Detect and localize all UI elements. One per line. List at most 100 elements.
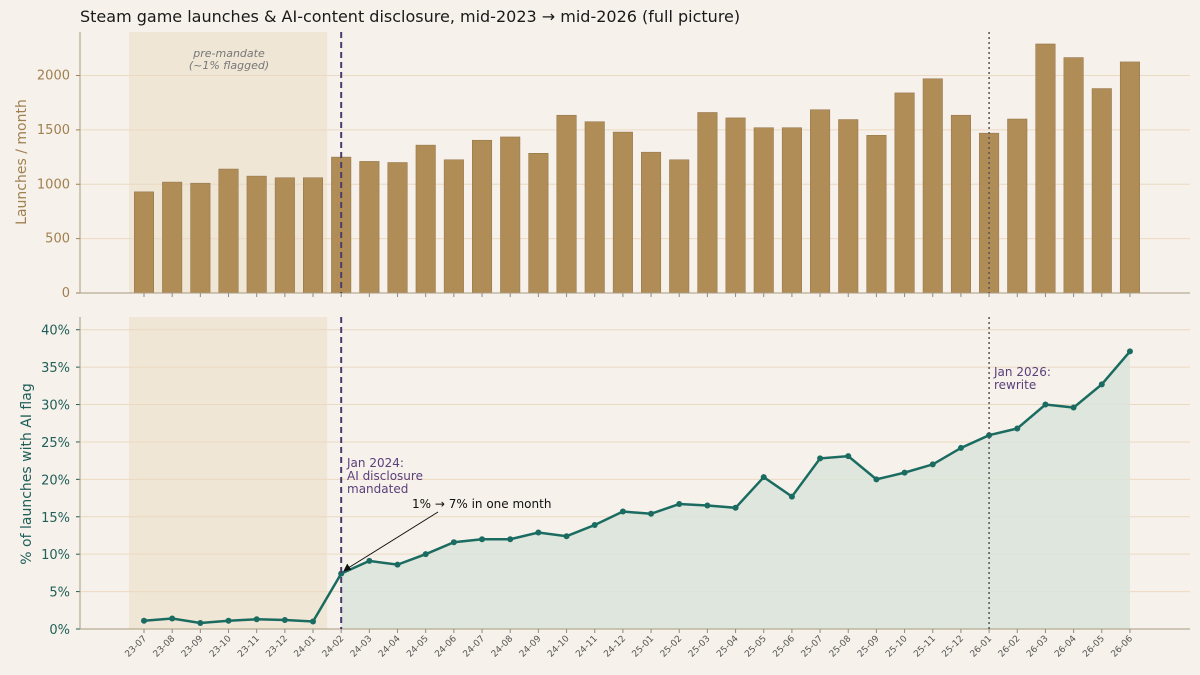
y-tick-label: 500 (45, 232, 70, 247)
bar (725, 117, 746, 294)
data-point (507, 536, 514, 543)
x-tick-label: 24-03 (349, 634, 375, 660)
data-point (1126, 348, 1133, 355)
data-point (1070, 404, 1077, 411)
y-tick-label: 2000 (37, 69, 70, 84)
bar (528, 153, 549, 294)
bar (950, 114, 971, 294)
data-point (929, 461, 936, 468)
bar (443, 159, 464, 294)
x-tick-label: 24-02 (321, 634, 347, 660)
bar (246, 175, 267, 294)
x-tick-label: 23-11 (236, 634, 262, 660)
x-tick-label: 25-08 (828, 634, 854, 660)
bar (753, 127, 774, 294)
y-tick-label: 10% (41, 548, 70, 563)
data-point (676, 501, 683, 508)
bar (669, 159, 690, 294)
data-point (704, 502, 711, 509)
x-tick-label: 26-01 (969, 634, 995, 660)
data-point (957, 444, 964, 451)
y-tick-label: 40% (41, 324, 70, 339)
bar (303, 177, 324, 294)
x-tick-label: 25-03 (687, 634, 713, 660)
y-tick-label: 20% (41, 473, 70, 488)
x-tick-label: 24-08 (490, 634, 516, 660)
data-point (873, 476, 880, 483)
bar (387, 162, 408, 294)
data-point (986, 432, 993, 439)
mandate-annotation-line3: mandated (347, 482, 408, 496)
bar (274, 177, 295, 294)
bar (866, 135, 887, 294)
data-point (619, 508, 626, 515)
bar (584, 121, 605, 294)
mandate-annotation-line1: Jan 2024: (346, 456, 404, 470)
x-tick-label: 23-07 (124, 634, 150, 660)
x-tick-label: 25-05 (743, 634, 769, 660)
jump-arrowhead (343, 563, 352, 572)
x-tick-label: 26-03 (1025, 634, 1051, 660)
x-tick-label: 24-01 (293, 634, 319, 660)
x-tick-label: 25-02 (659, 634, 685, 660)
x-tick-label: 25-01 (631, 634, 657, 660)
pre-mandate-sublabel: (~1% flagged) (189, 59, 269, 72)
y-tick-label: 15% (41, 511, 70, 526)
x-tick-label: 25-07 (800, 634, 826, 660)
jump-annotation: 1% → 7% in one month (412, 497, 551, 511)
y-tick-label: 0 (62, 286, 70, 301)
data-point (1014, 425, 1021, 432)
data-point (169, 615, 176, 622)
x-tick-label: 24-12 (602, 634, 628, 660)
x-tick-label: 25-10 (884, 634, 910, 660)
bar (641, 151, 662, 294)
x-tick-label: 23-12 (264, 634, 290, 660)
bar (1119, 61, 1140, 294)
data-point (535, 529, 542, 536)
data-point (310, 618, 317, 625)
y-tick-label: 1500 (37, 123, 70, 138)
pre-mandate-band (129, 317, 328, 629)
data-point (225, 617, 232, 624)
bar (922, 78, 943, 294)
y-tick-label: 30% (41, 399, 70, 414)
x-tick-label: 24-10 (546, 634, 572, 660)
data-point (1098, 381, 1105, 388)
bar (1063, 57, 1084, 294)
bar (162, 181, 183, 294)
bar (556, 114, 577, 294)
bar (415, 144, 436, 294)
rewrite-annotation-line2: rewrite (994, 378, 1036, 392)
pre-mandate-label: pre-mandate (192, 47, 265, 60)
x-tick-label: 26-02 (997, 634, 1023, 660)
x-tick-label: 23-09 (180, 634, 206, 660)
data-point (338, 570, 345, 577)
bar (612, 131, 633, 294)
bar (1035, 43, 1056, 294)
y-tick-label: 25% (41, 436, 70, 451)
x-tick-label: 25-12 (940, 634, 966, 660)
data-point (760, 474, 767, 481)
chart-title: Steam game launches & AI-content disclos… (80, 7, 740, 26)
bar (1091, 88, 1112, 294)
x-tick-label: 24-06 (433, 634, 459, 660)
bar (134, 191, 154, 294)
x-tick-label: 24-04 (377, 634, 403, 660)
data-point (591, 522, 598, 528)
x-tick-label: 24-09 (518, 634, 544, 660)
y-tick-label: 1000 (37, 177, 70, 192)
x-tick-label: 26-05 (1081, 634, 1107, 660)
rewrite-annotation-line1: Jan 2026: (993, 365, 1051, 379)
data-point (817, 455, 824, 462)
bar (359, 161, 380, 294)
bar (838, 119, 859, 294)
top-y-axis-label: Launches / month (14, 99, 30, 225)
x-tick-label: 26-04 (1053, 634, 1079, 660)
data-point (732, 504, 739, 511)
data-point (479, 536, 486, 543)
data-point (1042, 401, 1049, 408)
bar (1007, 118, 1028, 294)
bottom-y-axis-label: % of launches with AI flag (19, 383, 35, 564)
jump-arrow (346, 511, 439, 570)
